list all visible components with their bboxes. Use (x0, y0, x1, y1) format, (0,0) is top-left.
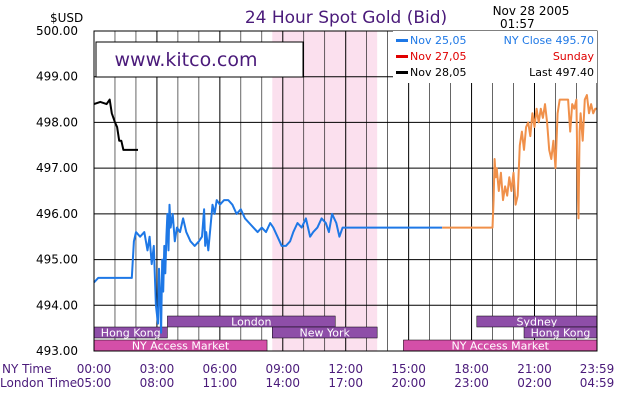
timestamp-time: 01:57 (500, 17, 535, 31)
market-bar-label: Hong Kong (101, 327, 161, 340)
legend: Nov 25,05 NY Close 495.70 Nov 27,05 Sunday N… (393, 31, 597, 83)
y-tick-label: 495.00 (36, 253, 78, 267)
watermark-text: www.kitco.com (114, 49, 257, 71)
price-series-line (93, 98, 138, 151)
y-tick-label: 499.00 (36, 70, 78, 84)
market-bar-label: NY Access Market (451, 340, 549, 353)
london-time-label: London Time (0, 376, 77, 390)
ny-time-tick: 00:00 (77, 362, 112, 376)
legend-date: Nov 28,05 (410, 66, 466, 79)
y-tick-label: 493.00 (36, 344, 78, 358)
y-tick-label: 497.00 (36, 161, 78, 175)
market-bar-label: NY Access Market (132, 340, 230, 353)
market-session-bar: Hong Kong (93, 327, 168, 340)
london-time-tick: 02:00 (517, 376, 552, 390)
market-bar-label: London (231, 316, 271, 329)
ny-time-tick: 21:00 (517, 362, 552, 376)
market-session-bar: Hong Kong (523, 327, 598, 340)
london-time-tick: 17:00 (328, 376, 363, 390)
ny-time-tick: 18:00 (454, 362, 489, 376)
london-time-tick: 14:00 (265, 376, 300, 390)
london-time-tick: 08:00 (140, 376, 175, 390)
legend-date: Nov 27,05 (410, 50, 466, 63)
ny-time-tick: 03:00 (140, 362, 175, 376)
y-tick-label: 500.00 (36, 24, 78, 38)
legend-date: Nov 25,05 (410, 34, 466, 47)
ny-time-tick: 12:00 (328, 362, 363, 376)
ny-time-label: NY Time (2, 362, 52, 376)
market-session-bar: New York (272, 326, 378, 340)
london-time-tick: 23:00 (454, 376, 489, 390)
legend-swatch (396, 55, 408, 58)
ny-time-tick: 23:59 (580, 362, 615, 376)
currency-label: $USD (50, 11, 83, 25)
y-tick-label: 496.00 (36, 207, 78, 221)
market-bar-label: New York (300, 327, 351, 340)
chart-title: 24 Hour Spot Gold (Bid) (245, 8, 447, 28)
legend-text: Sunday (553, 50, 595, 63)
legend-swatch (396, 71, 408, 74)
legend-swatch (396, 39, 408, 42)
market-bar-rect (167, 315, 336, 328)
market-session-bar: London (167, 315, 336, 329)
y-tick-label: 494.00 (36, 298, 78, 312)
ny-time-tick: 06:00 (203, 362, 238, 376)
ny-time-tick: 15:00 (391, 362, 426, 376)
london-time-tick: 20:00 (391, 376, 426, 390)
legend-text: NY Close 495.70 (504, 34, 594, 47)
legend-text: Last 497.40 (529, 66, 594, 79)
y-tick-label: 498.00 (36, 115, 78, 129)
watermark: www.kitco.com (95, 41, 304, 78)
market-bar-label: Hong Kong (531, 327, 591, 340)
london-time-tick: 05:00 (77, 376, 112, 390)
price-series-line (442, 94, 597, 229)
ny-time-tick: 09:00 (265, 362, 300, 376)
price-series-line (93, 199, 443, 334)
london-time-tick: 04:59 (580, 376, 615, 390)
london-time-tick: 11:00 (203, 376, 238, 390)
market-bar-rect (272, 326, 378, 339)
market-bar-label: Sydney (517, 316, 558, 329)
timestamp-date: Nov 28 2005 (493, 4, 570, 18)
plot-frame (93, 30, 598, 352)
